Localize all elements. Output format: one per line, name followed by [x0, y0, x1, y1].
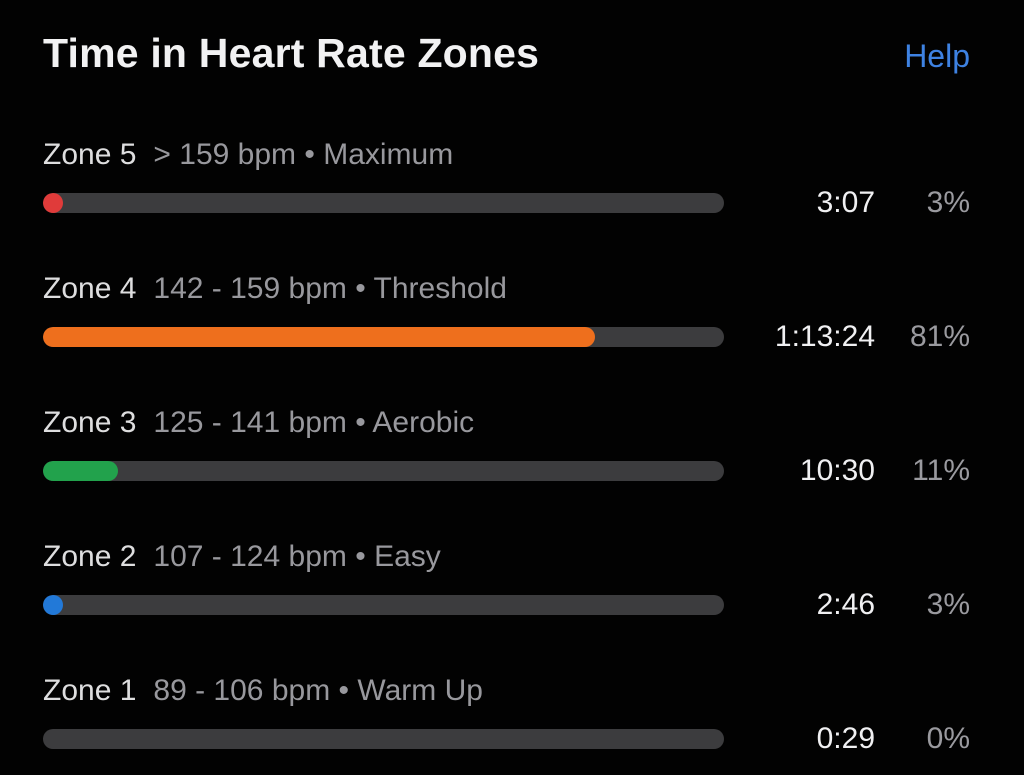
zone-bpm-range: 142 - 159 bpm [153, 272, 347, 305]
card-header: Time in Heart Rate Zones Help [0, 30, 1024, 77]
zone-bpm-range: 107 - 124 bpm [153, 540, 347, 573]
bullet-separator: • [355, 540, 366, 573]
zone-type-label: Maximum [323, 138, 454, 171]
zone-name: Zone 4 [43, 272, 137, 305]
zones-list: Zone 5 > 159 bpm • Maximum 3:07 3% Zone 4… [0, 137, 1024, 756]
zone-bpm-range: 125 - 141 bpm [153, 406, 347, 439]
zone-head: Zone 5 > 159 bpm • Maximum [43, 137, 1024, 173]
zone-bar-fill [43, 193, 64, 213]
zone-name: Zone 5 [43, 138, 137, 171]
zone-type-label: Warm Up [357, 674, 483, 707]
zone-time: 0:29 [816, 722, 875, 755]
zone-bar-track [43, 193, 724, 213]
help-link[interactable]: Help [904, 38, 970, 74]
zone-row: Zone 3 125 - 141 bpm • Aerobic 10:30 11% [43, 405, 1024, 488]
bullet-separator: • [355, 406, 366, 439]
zone-percent: 3% [926, 588, 970, 621]
zone-bar-track [43, 729, 724, 749]
zone-type-label: Aerobic [372, 406, 475, 439]
bullet-separator: • [304, 138, 315, 171]
zone-percent: 0% [926, 722, 970, 755]
zone-bar-fill [43, 327, 595, 347]
zone-percent: 11% [912, 454, 970, 487]
zone-percent: 81% [909, 320, 970, 353]
zone-row: Zone 4 142 - 159 bpm • Threshold 1:13:24 … [43, 271, 1024, 354]
zone-bpm-range: 89 - 106 bpm [153, 674, 331, 707]
zone-name: Zone 3 [43, 406, 137, 439]
zone-bar-track [43, 595, 724, 615]
zone-row: Zone 2 107 - 124 bpm • Easy 2:46 3% [43, 539, 1024, 622]
zone-row: Zone 5 > 159 bpm • Maximum 3:07 3% [43, 137, 1024, 220]
zone-bpm-range: > 159 bpm [153, 138, 297, 171]
zone-body: 10:30 11% [43, 454, 1024, 488]
bullet-separator: • [338, 674, 350, 707]
zone-bar-fill [43, 595, 64, 615]
zone-bar-track [43, 461, 724, 481]
page-title: Time in Heart Rate Zones [43, 30, 540, 76]
zone-percent: 3% [926, 186, 970, 219]
zone-time: 2:46 [816, 588, 875, 621]
zone-bar-fill [43, 461, 118, 481]
zone-body: 2:46 3% [43, 588, 1024, 622]
bullet-separator: • [355, 272, 366, 305]
zone-head: Zone 4 142 - 159 bpm • Threshold [43, 271, 1024, 307]
zone-type-label: Easy [374, 540, 441, 573]
zone-body: 1:13:24 81% [43, 320, 1024, 354]
zone-time: 10:30 [799, 454, 875, 487]
zone-time: 1:13:24 [774, 320, 875, 353]
zone-name: Zone 1 [43, 674, 137, 707]
zone-body: 3:07 3% [43, 186, 1024, 220]
zone-row: Zone 1 89 - 106 bpm • Warm Up 0:29 0% [43, 673, 1024, 756]
zone-body: 0:29 0% [43, 722, 1024, 756]
zone-time: 3:07 [816, 186, 875, 219]
zone-head: Zone 3 125 - 141 bpm • Aerobic [43, 405, 1024, 441]
zone-head: Zone 1 89 - 106 bpm • Warm Up [43, 673, 1024, 709]
zone-name: Zone 2 [43, 540, 137, 573]
zone-head: Zone 2 107 - 124 bpm • Easy [43, 539, 1024, 575]
zone-type-label: Threshold [373, 272, 507, 305]
zone-bar-track [43, 327, 724, 347]
